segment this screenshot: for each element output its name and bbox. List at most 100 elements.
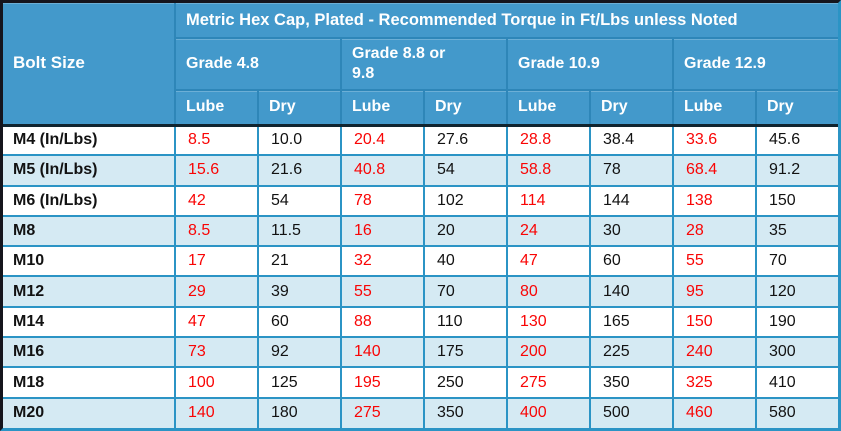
torque-value-cell: 95 <box>672 275 757 308</box>
torque-value-cell: 40 <box>423 245 508 278</box>
grade-10-9-header: Grade 10.9 <box>506 37 674 91</box>
torque-value-cell: 54 <box>423 154 508 187</box>
table-title: Metric Hex Cap, Plated - Recommended Tor… <box>174 3 838 39</box>
torque-value-cell: 300 <box>755 336 838 369</box>
lube-header: Lube <box>672 89 757 127</box>
torque-value-cell: 54 <box>257 184 342 217</box>
bolt-size-cell: M16 <box>3 336 176 369</box>
torque-value-cell: 150 <box>672 305 757 339</box>
torque-value-cell: 28.8 <box>506 123 591 157</box>
lube-header: Lube <box>340 89 425 127</box>
torque-value-cell: 70 <box>423 275 508 308</box>
table-row: M5 (In/Lbs) 15.6 21.6 40.8 54 58.8 78 68… <box>3 154 838 187</box>
torque-value-cell: 70 <box>755 245 838 278</box>
torque-value-cell: 410 <box>755 366 838 399</box>
table-row: M4 (In/Lbs) 8.5 10.0 20.4 27.6 28.8 38.4… <box>3 123 838 157</box>
torque-value-cell: 140 <box>589 275 674 308</box>
torque-value-cell: 24 <box>506 214 591 248</box>
torque-value-cell: 78 <box>589 154 674 187</box>
torque-value-cell: 15.6 <box>174 154 259 187</box>
table-row: M20 140 180 275 350 400 500 460 580 <box>3 396 838 428</box>
torque-value-cell: 100 <box>174 366 259 399</box>
bolt-size-cell: M8 <box>3 214 176 248</box>
grade-12-9-header: Grade 12.9 <box>672 37 838 91</box>
torque-value-cell: 39 <box>257 275 342 308</box>
torque-value-cell: 500 <box>589 396 674 428</box>
torque-value-cell: 350 <box>423 396 508 428</box>
torque-value-cell: 17 <box>174 245 259 278</box>
table-row: M14 47 60 88 110 130 165 150 190 <box>3 305 838 339</box>
dry-header: Dry <box>423 89 508 127</box>
torque-value-cell: 20.4 <box>340 123 425 157</box>
torque-value-cell: 91.2 <box>755 154 838 187</box>
grade-header-row: Grade 4.8 Grade 8.8 or 9.8 Grade 10.9 Gr… <box>3 37 838 91</box>
bolt-size-cell: M18 <box>3 366 176 399</box>
bolt-size-cell: M10 <box>3 245 176 278</box>
torque-value-cell: 175 <box>423 336 508 369</box>
table-row: M10 17 21 32 40 47 60 55 70 <box>3 245 838 278</box>
torque-value-cell: 58.8 <box>506 154 591 187</box>
torque-value-cell: 200 <box>506 336 591 369</box>
table-row: M6 (In/Lbs) 42 54 78 102 114 144 138 150 <box>3 184 838 217</box>
bolt-size-cell: M14 <box>3 305 176 339</box>
dry-header: Dry <box>755 89 838 127</box>
grade-4-8-header: Grade 4.8 <box>174 37 342 91</box>
torque-value-cell: 140 <box>174 396 259 428</box>
lube-header: Lube <box>506 89 591 127</box>
condition-header-row: Lube Dry Lube Dry Lube Dry Lube Dry <box>3 89 838 127</box>
torque-value-cell: 38.4 <box>589 123 674 157</box>
title-row: Bolt Size Metric Hex Cap, Plated - Recom… <box>3 3 838 127</box>
torque-value-cell: 275 <box>506 366 591 399</box>
torque-value-cell: 150 <box>755 184 838 217</box>
bolt-size-header: Bolt Size <box>3 3 176 127</box>
torque-value-cell: 92 <box>257 336 342 369</box>
torque-value-cell: 20 <box>423 214 508 248</box>
torque-value-cell: 10.0 <box>257 123 342 157</box>
torque-value-cell: 45.6 <box>755 123 838 157</box>
dry-header: Dry <box>257 89 342 127</box>
torque-value-cell: 8.5 <box>174 214 259 248</box>
torque-value-cell: 325 <box>672 366 757 399</box>
torque-value-cell: 225 <box>589 336 674 369</box>
torque-value-cell: 110 <box>423 305 508 339</box>
torque-value-cell: 73 <box>174 336 259 369</box>
torque-value-cell: 80 <box>506 275 591 308</box>
torque-value-cell: 125 <box>257 366 342 399</box>
torque-value-cell: 42 <box>174 184 259 217</box>
torque-value-cell: 130 <box>506 305 591 339</box>
torque-value-cell: 120 <box>755 275 838 308</box>
torque-value-cell: 47 <box>506 245 591 278</box>
table-row: M8 8.5 11.5 16 20 24 30 28 35 <box>3 214 838 248</box>
torque-value-cell: 88 <box>340 305 425 339</box>
torque-value-cell: 350 <box>589 366 674 399</box>
torque-table-body: M4 (In/Lbs) 8.5 10.0 20.4 27.6 28.8 38.4… <box>3 123 838 428</box>
torque-value-cell: 33.6 <box>672 123 757 157</box>
torque-value-cell: 55 <box>672 245 757 278</box>
torque-value-cell: 35 <box>755 214 838 248</box>
torque-value-cell: 16 <box>340 214 425 248</box>
torque-table: Bolt Size Metric Hex Cap, Plated - Recom… <box>3 3 838 428</box>
torque-value-cell: 30 <box>589 214 674 248</box>
grade-8-8-header: Grade 8.8 or 9.8 <box>340 37 508 91</box>
table-row: M12 29 39 55 70 80 140 95 120 <box>3 275 838 308</box>
torque-value-cell: 60 <box>257 305 342 339</box>
lube-header: Lube <box>174 89 259 127</box>
torque-value-cell: 114 <box>506 184 591 217</box>
table-row: M16 73 92 140 175 200 225 240 300 <box>3 336 838 369</box>
bolt-size-cell: M12 <box>3 275 176 308</box>
torque-value-cell: 460 <box>672 396 757 428</box>
torque-value-cell: 55 <box>340 275 425 308</box>
torque-value-cell: 138 <box>672 184 757 217</box>
torque-value-cell: 190 <box>755 305 838 339</box>
torque-value-cell: 8.5 <box>174 123 259 157</box>
table-row: M18 100 125 195 250 275 350 325 410 <box>3 366 838 399</box>
torque-value-cell: 21 <box>257 245 342 278</box>
bolt-size-cell: M6 (In/Lbs) <box>3 184 176 217</box>
torque-value-cell: 40.8 <box>340 154 425 187</box>
torque-value-cell: 400 <box>506 396 591 428</box>
torque-value-cell: 195 <box>340 366 425 399</box>
torque-value-cell: 240 <box>672 336 757 369</box>
torque-value-cell: 27.6 <box>423 123 508 157</box>
torque-value-cell: 165 <box>589 305 674 339</box>
bolt-size-cell: M4 (In/Lbs) <box>3 123 176 157</box>
